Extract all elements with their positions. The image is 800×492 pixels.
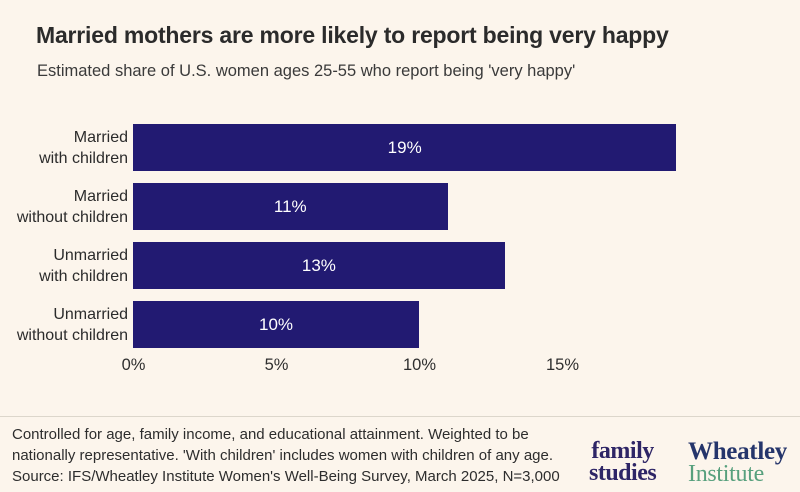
bar: 13% xyxy=(133,242,505,289)
bar-row: Married without children 11% xyxy=(0,183,800,230)
chart-title: Married mothers are more likely to repor… xyxy=(36,22,669,48)
category-label-line: with children xyxy=(39,149,128,167)
family-studies-logo: family studies xyxy=(589,438,657,486)
footer-note-line: nationally representative. 'With childre… xyxy=(12,447,554,464)
chart-subtitle: Estimated share of U.S. women ages 25-55… xyxy=(37,62,576,80)
bar: 11% xyxy=(133,183,448,230)
category-label-line: Unmarried xyxy=(53,246,128,264)
bar: 10% xyxy=(133,301,419,348)
x-tick-label: 15% xyxy=(545,356,580,374)
category-label-line: with children xyxy=(39,267,128,285)
footer-notes: Controlled for age, family income, and e… xyxy=(12,424,560,487)
category-label: Married without children xyxy=(0,186,128,228)
x-tick-label: 10% xyxy=(402,356,437,374)
bar-row: Unmarried without children 10% xyxy=(0,301,800,348)
bar-value-label: 19% xyxy=(387,137,422,157)
bar-value-label: 11% xyxy=(273,196,307,216)
bar-chart-plot-area: Married with children 19% Married without ch… xyxy=(0,124,800,348)
x-tick-label: 0% xyxy=(121,356,146,374)
category-label: Married with children xyxy=(0,127,128,169)
footer-note-line: Source: IFS/Wheatley Institute Women's W… xyxy=(12,468,560,485)
bar: 19% xyxy=(133,124,677,171)
category-label-line: Married xyxy=(73,187,128,205)
x-tick-label: 5% xyxy=(264,356,289,374)
category-label-line: without children xyxy=(16,208,128,226)
category-label: Unmarried without children xyxy=(0,304,128,346)
wheatley-logo-line1: Wheatley xyxy=(688,438,787,465)
bar-value-label: 13% xyxy=(301,255,336,275)
footer-note-line: Controlled for age, family income, and e… xyxy=(12,426,529,443)
bar-row: Married with children 19% xyxy=(0,124,800,171)
family-studies-logo-line2: studies xyxy=(589,459,657,486)
family-studies-logo-line1: family xyxy=(591,438,654,464)
category-label-line: without children xyxy=(16,326,128,344)
wheatley-logo-line2: Institute xyxy=(688,461,764,487)
footer-divider xyxy=(0,416,800,417)
category-label-line: Unmarried xyxy=(53,305,128,323)
category-label-line: Married xyxy=(73,128,128,146)
x-axis: 0% 5% 10% 15% xyxy=(0,356,800,380)
bar-value-label: 10% xyxy=(258,314,294,334)
bar-row: Unmarried with children 13% xyxy=(0,242,800,289)
category-label: Unmarried with children xyxy=(0,245,128,287)
wheatley-institute-logo: Wheatley Institute xyxy=(688,438,787,487)
